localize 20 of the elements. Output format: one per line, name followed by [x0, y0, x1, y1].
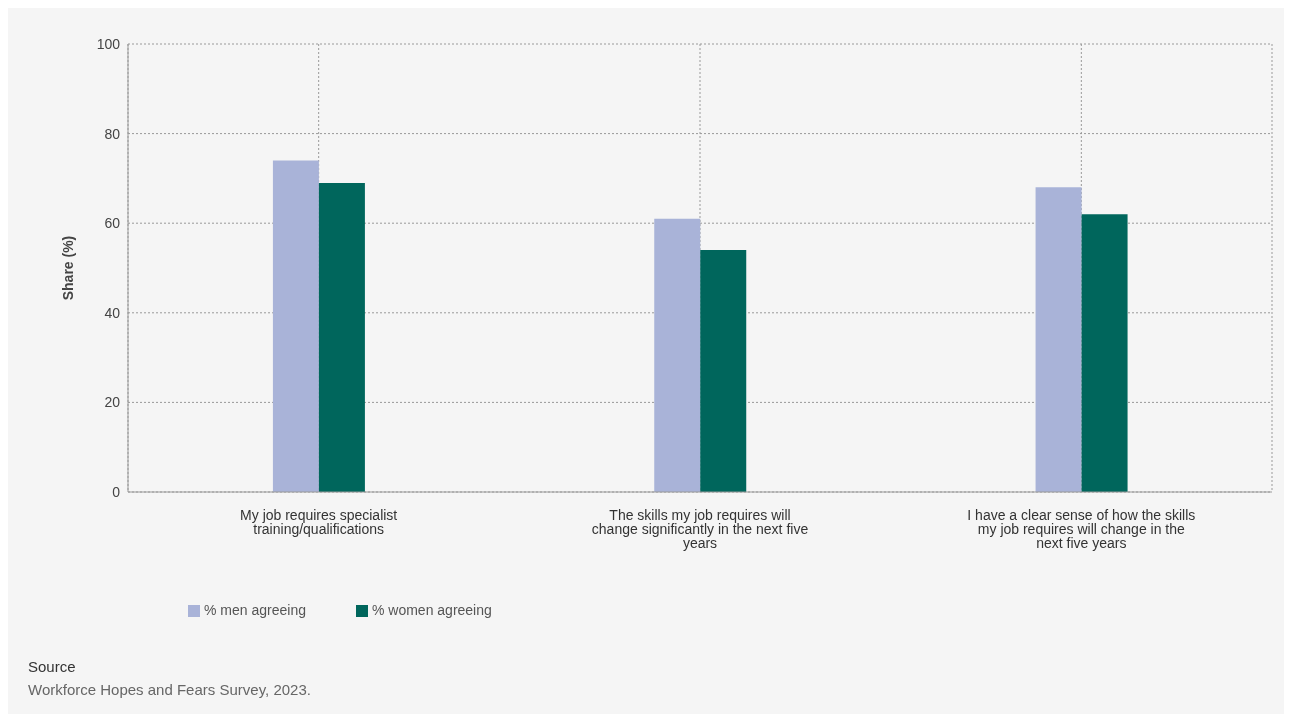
- y-tick-label: 80: [104, 125, 121, 142]
- bar: [1035, 187, 1082, 492]
- bar: [1081, 214, 1128, 492]
- bar: [318, 182, 365, 492]
- y-tick-label: 0: [112, 483, 121, 500]
- x-tick-label: My job requires specialist training/qualifications: [240, 506, 398, 537]
- y-tick-label: 40: [104, 304, 121, 321]
- legend-label: % women agreeing: [371, 602, 492, 618]
- bar: [272, 160, 319, 492]
- y-tick-label: 60: [104, 215, 121, 232]
- legend-label: % men agreeing: [204, 602, 306, 618]
- x-tick-label: I have a clear sense of how the skills my job requires will change in the next five years: [967, 506, 1196, 551]
- y-tick-label: 20: [104, 394, 121, 411]
- bar: [700, 250, 747, 492]
- text: Workforce Hopes and Fears Survey, 2023.: [28, 681, 311, 698]
- text: Source: [28, 658, 77, 675]
- y-axis-title: Share (%): [59, 235, 76, 301]
- bar: [654, 218, 701, 492]
- x-tick-label: The skills my job requires will change significantly in the next five years: [591, 506, 809, 551]
- y-tick-label: 100: [96, 35, 121, 52]
